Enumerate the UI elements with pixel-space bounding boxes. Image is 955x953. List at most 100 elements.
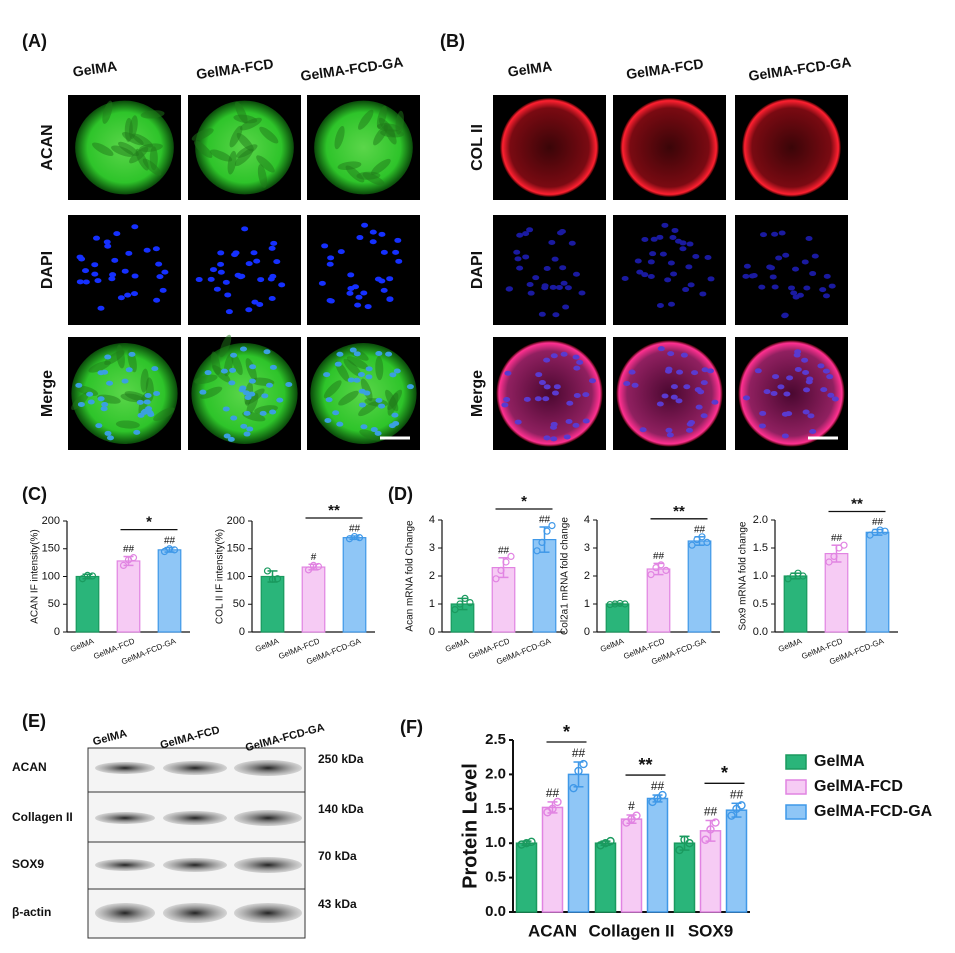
- nucleus: [270, 240, 278, 246]
- nucleus: [781, 433, 789, 439]
- nucleus: [324, 418, 332, 424]
- significance-label: **: [851, 495, 863, 512]
- y-tick-label: 2.5: [485, 731, 506, 748]
- nucleus: [538, 380, 546, 386]
- y-tick-label: 100: [42, 570, 60, 582]
- nucleus: [572, 271, 580, 277]
- data-point: [737, 801, 746, 810]
- data-point: [263, 567, 272, 575]
- nucleus: [261, 393, 269, 399]
- nucleus: [621, 276, 629, 282]
- nucleus: [374, 276, 382, 282]
- nucleus: [576, 359, 584, 365]
- nucleus: [273, 259, 281, 265]
- fiber: [92, 142, 114, 156]
- nucleus: [801, 357, 809, 363]
- nucleus: [828, 283, 836, 289]
- nucleus: [809, 271, 817, 277]
- nucleus: [817, 363, 825, 369]
- annotation: ##: [694, 524, 706, 535]
- y-tick-label: 100: [227, 570, 245, 582]
- blot-band: [95, 859, 155, 871]
- nucleus: [535, 372, 543, 378]
- bar: [157, 549, 182, 633]
- nucleus: [542, 396, 550, 402]
- bar: [567, 773, 590, 913]
- nucleus: [111, 257, 119, 263]
- nucleus: [391, 412, 399, 418]
- nucleus: [686, 241, 694, 247]
- nucleus: [573, 393, 581, 399]
- nucleus: [364, 304, 372, 310]
- data-point: [727, 811, 736, 820]
- nucleus: [370, 427, 378, 433]
- significance-label: *: [146, 514, 152, 531]
- column-label: GelMA-FCD-GA: [747, 54, 852, 84]
- nucleus: [555, 284, 563, 290]
- panel-label: (E): [22, 711, 46, 731]
- nucleus: [347, 272, 355, 278]
- nucleus: [656, 234, 664, 240]
- y-tick-label: 1: [429, 598, 435, 610]
- column-label: GelMA: [92, 728, 129, 749]
- fiber: [334, 126, 345, 150]
- y-axis-label: Col2a1 mRNA fold change: [560, 517, 571, 635]
- nucleus: [582, 392, 590, 398]
- data-point: [461, 594, 469, 603]
- nucleus: [223, 433, 231, 439]
- y-tick-label: 0.5: [485, 869, 506, 886]
- nucleus: [754, 368, 762, 374]
- bar: [646, 797, 669, 913]
- bar: [865, 531, 890, 633]
- significance-label: **: [328, 502, 340, 519]
- data-point: [355, 534, 364, 542]
- nucleus: [706, 368, 714, 374]
- nucleus: [781, 313, 789, 319]
- nucleus: [647, 274, 655, 280]
- data-point: [647, 570, 655, 579]
- bar: [515, 842, 538, 913]
- nucleus: [323, 372, 331, 378]
- blot-band: [163, 903, 227, 923]
- nucleus: [195, 277, 203, 283]
- nucleus: [121, 268, 129, 274]
- nucleus: [389, 372, 397, 378]
- y-tick-label: 3: [584, 542, 590, 554]
- row-label: Merge: [39, 370, 56, 417]
- y-tick-label: 1.0: [753, 570, 768, 582]
- fiber: [227, 150, 237, 175]
- nucleus: [552, 312, 560, 318]
- nucleus: [794, 349, 802, 355]
- nucleus: [623, 380, 631, 386]
- nucleus: [230, 352, 238, 358]
- fiber: [345, 165, 365, 183]
- nucleus: [125, 250, 133, 256]
- annotation: ##: [123, 544, 135, 555]
- nucleus: [353, 377, 361, 383]
- nucleus: [807, 413, 815, 419]
- nucleus: [664, 277, 672, 283]
- fiber: [209, 149, 233, 162]
- row-label: β-actin: [12, 905, 51, 919]
- fiber: [257, 164, 267, 188]
- x-tick-label: GelMA: [69, 636, 96, 654]
- size-label: 140 kDa: [318, 802, 364, 816]
- fiber: [102, 100, 113, 124]
- nucleus: [670, 384, 678, 390]
- nucleus: [125, 367, 133, 373]
- data-point: [601, 839, 610, 848]
- nucleus: [245, 307, 253, 313]
- fiber: [259, 126, 279, 144]
- nucleus: [360, 424, 368, 430]
- nucleus: [786, 375, 794, 381]
- nucleus: [527, 290, 535, 296]
- nucleus: [549, 284, 557, 290]
- nucleus: [788, 285, 796, 291]
- nucleus: [538, 311, 546, 317]
- nucleus: [550, 436, 558, 442]
- annotation: ##: [651, 779, 665, 793]
- fiber: [124, 391, 148, 402]
- micrograph: [307, 215, 420, 325]
- size-label: 43 kDa: [318, 897, 357, 911]
- nucleus: [664, 368, 672, 374]
